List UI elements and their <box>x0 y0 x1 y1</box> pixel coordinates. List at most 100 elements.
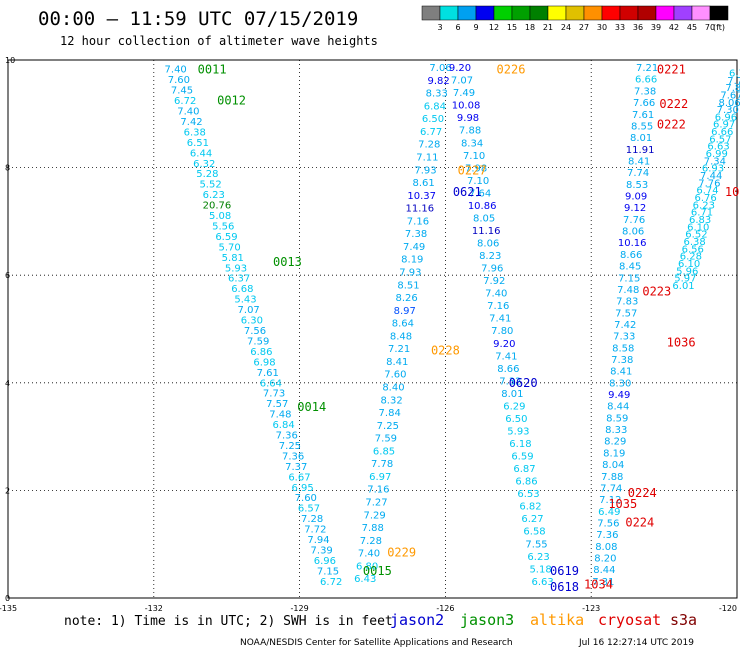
wave-height-value: 5.93 <box>507 426 529 437</box>
wave-height-value: 6.84 <box>424 101 446 112</box>
colorbar-swatch <box>511 5 531 21</box>
wave-height-value: 8.05 <box>473 213 495 224</box>
wave-height-value: 8.30 <box>609 378 631 389</box>
wave-height-value: 6.68 <box>231 284 253 295</box>
wave-height-value: 7.61 <box>257 368 279 379</box>
wave-height-value: 11.16 <box>472 226 501 237</box>
wave-height-value: 6.83 <box>689 215 711 226</box>
wave-height-value: 7.93 <box>399 268 421 279</box>
x-tick-label: -129 <box>291 604 309 613</box>
y-tick-label: 10 <box>5 56 15 65</box>
colorbar-swatch <box>421 5 441 21</box>
wave-height-value: 7.48 <box>617 285 639 296</box>
wave-height-value: 9.98 <box>457 113 479 124</box>
wave-height-value: 6.23 <box>527 552 549 563</box>
y-tick-label: 8 <box>5 164 10 173</box>
wave-height-value: 6.93 <box>702 164 724 175</box>
wave-height-value: 8.20 <box>594 554 616 565</box>
colorbar-swatch <box>709 5 729 21</box>
wave-height-value: 6.76 <box>695 193 717 204</box>
wave-height-value: 11.16 <box>406 204 435 215</box>
wave-height-value: 7.41 <box>495 351 517 362</box>
wave-height-value: 7.29 <box>363 510 385 521</box>
x-tick-label: -135 <box>0 604 17 613</box>
wave-height-value: 7.74 <box>627 168 649 179</box>
colorbar-swatch <box>547 5 567 21</box>
footer-credit: NOAA/NESDIS Center for Satellite Applica… <box>240 638 513 648</box>
wave-height-value: 6.67 <box>288 472 310 483</box>
wave-height-value: 6.59 <box>215 232 237 243</box>
wave-height-value: 7.28 <box>301 514 323 525</box>
wave-height-value: 6.84 <box>272 420 294 431</box>
wave-height-value: 7.57 <box>266 399 288 410</box>
wave-height-value: 7.60 <box>168 75 190 86</box>
wave-height-value: 7.30 <box>717 105 739 116</box>
wave-height-value: 7.33 <box>613 332 635 343</box>
colorbar-swatch <box>493 5 513 21</box>
wave-height-value: 8.66 <box>497 364 519 375</box>
legend-item-jason3: jason3 <box>460 611 514 629</box>
colorbar-tick-label: 21 <box>543 23 553 32</box>
wave-height-value: 6.86 <box>515 477 537 488</box>
wave-height-value: 5.70 <box>218 242 240 253</box>
time-label-cryosat: 1035 <box>608 497 637 511</box>
colorbar-tick-label: 30 <box>597 23 607 32</box>
wave-height-value: 7.21 <box>388 344 410 355</box>
wave-height-value: 7.42 <box>614 320 636 331</box>
wave-height-value: 7.36 <box>276 431 298 442</box>
wave-height-value: 9.49 <box>608 390 630 401</box>
wave-height-value: 7.84 <box>379 408 401 419</box>
time-label-cryosat: 10 <box>725 185 739 199</box>
wave-height-value: 8.97 <box>394 306 416 317</box>
wave-height-value: 10.86 <box>468 201 497 212</box>
wave-height-value: 7.88 <box>362 523 384 534</box>
wave-height-value: 8.48 <box>390 331 412 342</box>
wave-height-value: 6.30 <box>241 316 263 327</box>
wave-height-value: 8.64 <box>392 319 414 330</box>
time-label-jason3: 0015 <box>363 564 392 578</box>
wave-height-value: 5.81 <box>222 253 244 264</box>
colorbar-tick-label: 12 <box>489 23 499 32</box>
colorbar-tick-label: 42 <box>669 23 679 32</box>
wave-height-value: 8.04 <box>602 460 624 471</box>
plot-area: 7.407.607.456.727.407.426.386.516.446.32… <box>7 59 740 599</box>
wave-height-value: 6.82 <box>519 502 541 513</box>
wave-height-value: 6.23 <box>693 200 715 211</box>
wave-height-value: 7.16 <box>407 216 429 227</box>
wave-height-value: 8.58 <box>612 343 634 354</box>
wave-height-value: 7.59 <box>375 434 397 445</box>
time-label-altika: 0229 <box>387 545 416 559</box>
colorbar-tick-label: 39 <box>651 23 661 32</box>
wave-height-value: 6.23 <box>203 190 225 201</box>
wave-height-value: 7.31 <box>592 577 614 588</box>
wave-height-value: 6.85 <box>373 446 395 457</box>
colorbar-swatch <box>439 5 459 21</box>
wave-height-value: 6.38 <box>683 237 705 248</box>
wave-height-value: 6.50 <box>422 114 444 125</box>
wave-height-value: 7.55 <box>525 539 547 550</box>
wave-height-value: 6.97 <box>713 120 735 131</box>
wave-height-value: 6.96 <box>314 556 336 567</box>
wave-height-value: 8.23 <box>479 251 501 262</box>
wave-height-value: 7.88 <box>601 472 623 483</box>
wave-height-value: 7.67 <box>720 90 740 101</box>
colorbar-swatch <box>637 5 657 21</box>
wave-height-value: 7.83 <box>616 297 638 308</box>
time-label-jason2: 0620 <box>509 376 538 390</box>
plot-frame <box>7 59 738 599</box>
wave-height-value: 8.53 <box>626 180 648 191</box>
wave-height-value: 6.97 <box>369 472 391 483</box>
time-label-jason3: 0011 <box>198 63 227 77</box>
wave-height-value: 8.29 <box>604 437 626 448</box>
wave-height-value: 7.25 <box>377 421 399 432</box>
time-label-cryosat: 0223 <box>642 284 671 298</box>
colorbar: 3 6 9 12 15 18 21 24 27 30 33 36 39 42 45 70 <box>421 5 729 32</box>
wave-height-value: 8.51 <box>397 280 419 291</box>
time-label-altika: 0227 <box>458 163 487 177</box>
wave-height-value: 7.74 <box>600 483 622 494</box>
wave-height-value: 6.37 <box>228 274 250 285</box>
wave-height-value: 5.28 <box>196 169 218 180</box>
wave-height-value: 6.50 <box>505 414 527 425</box>
colorbar-tick-label: 15 <box>507 23 517 32</box>
wave-height-value: 8.55 <box>631 121 653 132</box>
